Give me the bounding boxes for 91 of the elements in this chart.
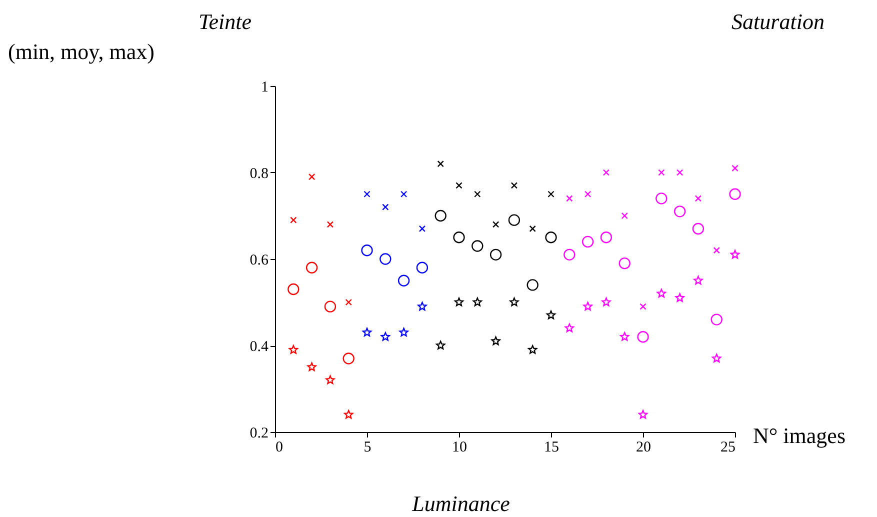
point — [307, 362, 316, 372]
point — [582, 236, 594, 248]
point — [675, 293, 684, 302]
point — [732, 164, 738, 172]
point — [453, 232, 465, 244]
point — [564, 323, 574, 332]
point — [418, 302, 427, 311]
point — [456, 182, 462, 189]
point — [529, 225, 536, 232]
point — [584, 190, 592, 198]
point — [637, 331, 649, 343]
point — [437, 160, 444, 168]
point — [712, 354, 722, 362]
x-axis-title: N° images — [753, 423, 846, 448]
point — [656, 288, 666, 298]
y-tick-label: 0.2 — [250, 426, 268, 442]
x-tick-label: 5 — [364, 440, 372, 456]
point — [491, 336, 500, 346]
point — [618, 257, 630, 270]
point — [418, 225, 426, 232]
point — [288, 345, 298, 354]
point — [434, 210, 446, 222]
point — [436, 340, 446, 350]
point — [308, 173, 316, 180]
y-tick-label: 1 — [261, 80, 268, 96]
point — [710, 314, 722, 326]
point — [344, 410, 354, 419]
x-tick-label: 10 — [452, 440, 467, 456]
point — [564, 248, 576, 261]
point — [380, 332, 390, 341]
point — [658, 169, 665, 176]
point — [566, 195, 573, 202]
point — [676, 169, 684, 176]
point — [400, 190, 408, 198]
point — [454, 297, 464, 306]
point — [326, 221, 334, 228]
point — [602, 297, 611, 306]
point — [326, 375, 335, 384]
point — [364, 190, 370, 198]
point — [656, 192, 668, 204]
point — [362, 328, 372, 337]
point — [345, 298, 352, 306]
point — [416, 262, 428, 274]
point — [640, 303, 646, 310]
point — [638, 410, 648, 419]
point — [508, 214, 520, 226]
point — [620, 332, 630, 341]
point — [361, 244, 373, 256]
point — [490, 248, 502, 261]
point — [510, 297, 519, 306]
text: Saturation — [732, 9, 824, 34]
point — [382, 204, 389, 210]
point — [398, 274, 410, 286]
point — [288, 283, 300, 296]
text: Teinte — [198, 9, 252, 34]
point — [526, 279, 538, 291]
y-tick-label: 0.6 — [250, 252, 269, 268]
point — [713, 247, 720, 254]
point — [380, 253, 392, 265]
point — [583, 302, 592, 311]
point — [600, 232, 612, 244]
y-tick-label: 0.4 — [250, 339, 269, 355]
point — [324, 300, 336, 312]
point — [510, 182, 518, 189]
point — [621, 212, 628, 220]
point — [472, 297, 482, 306]
x-tick-label: 0 — [276, 440, 283, 456]
point — [492, 221, 500, 228]
point — [545, 232, 557, 244]
point — [694, 195, 702, 202]
point — [674, 206, 686, 218]
point — [528, 345, 538, 354]
point — [694, 276, 703, 285]
point — [474, 190, 481, 198]
point — [730, 250, 740, 259]
x-tick-label: 15 — [544, 440, 559, 456]
point — [546, 310, 556, 320]
y-tick-label: 0.8 — [250, 166, 268, 182]
point — [692, 222, 704, 235]
point — [399, 328, 408, 337]
text: Luminance — [411, 491, 510, 516]
point — [342, 352, 354, 364]
point — [729, 188, 741, 200]
point — [472, 240, 484, 252]
point — [548, 190, 554, 198]
point — [602, 169, 610, 176]
point — [306, 262, 318, 274]
point — [290, 216, 297, 224]
x-tick-label: 20 — [636, 440, 651, 456]
text: (min, moy, max) — [8, 39, 154, 64]
x-tick-label: 25 — [720, 440, 736, 456]
